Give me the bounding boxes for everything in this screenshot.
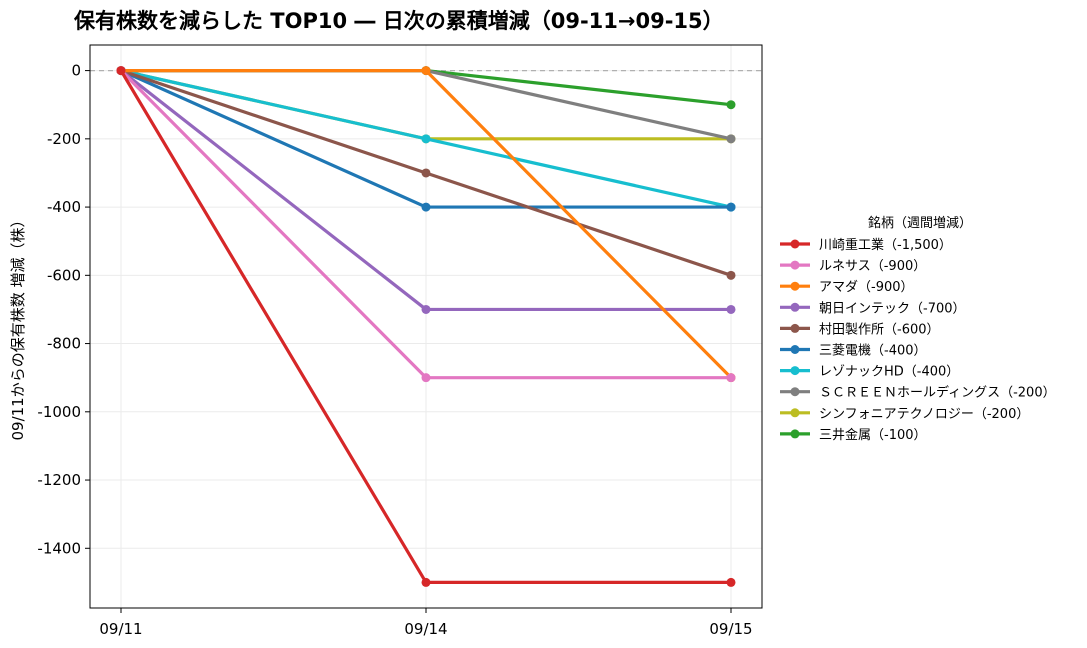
y-tick-label: -200 bbox=[47, 130, 81, 148]
legend-item: 朝日インテック（-700） bbox=[780, 301, 966, 316]
grid bbox=[90, 45, 762, 608]
series-layer bbox=[116, 66, 736, 587]
axis-ticks: 0 -200 -400 -600 -800 -1000 -1200 -1400 09/11 09/… bbox=[37, 62, 752, 638]
legend-item: ＳＣＲＥＥＮホールディングス（-200） bbox=[780, 385, 1056, 401]
legend-item: 川崎重工業（-1,500） bbox=[780, 237, 952, 253]
legend-swatch-marker bbox=[790, 408, 800, 418]
data-point bbox=[421, 373, 431, 383]
y-tick-label: -1400 bbox=[37, 539, 81, 557]
legend-swatch-marker bbox=[790, 239, 800, 249]
legend-label: ルネサス（-900） bbox=[819, 259, 926, 274]
legend-label: 朝日インテック（-700） bbox=[819, 301, 966, 316]
y-tick-label: 0 bbox=[71, 62, 81, 80]
x-tick-label: 09/11 bbox=[99, 620, 142, 638]
legend-item: ルネサス（-900） bbox=[780, 259, 926, 274]
legend-label: シンフォニアテクノロジー（-200） bbox=[819, 407, 1029, 422]
data-point bbox=[421, 134, 431, 144]
legend-item: アマダ（-900） bbox=[780, 280, 914, 295]
y-tick-label: -1000 bbox=[37, 403, 81, 421]
data-point bbox=[421, 577, 431, 587]
legend-swatch-marker bbox=[790, 323, 800, 333]
data-point bbox=[726, 373, 736, 383]
data-point bbox=[421, 304, 431, 314]
legend-item: 三菱電機（-400） bbox=[780, 344, 927, 359]
legend-label: 村田製作所（-600） bbox=[819, 322, 940, 337]
data-point bbox=[421, 202, 431, 212]
y-tick-label: -400 bbox=[47, 198, 81, 216]
data-point bbox=[726, 134, 736, 144]
legend-swatch-marker bbox=[790, 366, 800, 376]
data-point bbox=[726, 304, 736, 314]
data-point bbox=[421, 168, 431, 178]
legend: 銘柄（週間増減） 川崎重工業（-1,500） ルネサス（-900） アマダ（-900… bbox=[780, 215, 1056, 443]
y-tick-label: -1200 bbox=[37, 471, 81, 489]
legend-swatch-marker bbox=[790, 260, 800, 270]
x-tick-label: 09/14 bbox=[404, 620, 447, 638]
data-point bbox=[726, 202, 736, 212]
legend-label: レゾナックHD（-400） bbox=[819, 365, 959, 380]
legend-swatch-marker bbox=[790, 302, 800, 312]
legend-item: 三井金属（-100） bbox=[780, 427, 927, 443]
legend-item: レゾナックHD（-400） bbox=[780, 365, 959, 380]
data-point bbox=[421, 66, 431, 76]
legend-label: 三菱電機（-400） bbox=[819, 344, 927, 359]
chart-title: 保有株数を減らした TOP10 ― 日次の累積増減（09-11→09-15） bbox=[73, 9, 724, 33]
legend-label: アマダ（-900） bbox=[819, 280, 914, 295]
y-axis-label: 09/11からの保有株数 増減（株） bbox=[9, 213, 27, 441]
data-point bbox=[726, 577, 736, 587]
data-point bbox=[116, 66, 126, 76]
data-point bbox=[726, 270, 736, 280]
x-tick-label: 09/15 bbox=[709, 620, 752, 638]
legend-label: 三井金属（-100） bbox=[819, 427, 927, 443]
y-tick-label: -600 bbox=[47, 266, 81, 284]
legend-label: ＳＣＲＥＥＮホールディングス（-200） bbox=[819, 385, 1056, 401]
legend-swatch-marker bbox=[790, 345, 800, 354]
data-point bbox=[726, 100, 736, 110]
legend-swatch-marker bbox=[790, 281, 800, 291]
series-1 bbox=[116, 66, 736, 587]
legend-label: 川崎重工業（-1,500） bbox=[819, 237, 952, 253]
legend-item: 村田製作所（-600） bbox=[780, 322, 940, 337]
legend-title: 銘柄（週間増減） bbox=[868, 215, 972, 231]
y-tick-label: -800 bbox=[47, 335, 81, 353]
legend-swatch-marker bbox=[790, 429, 800, 439]
legend-item: シンフォニアテクノロジー（-200） bbox=[780, 407, 1029, 422]
legend-swatch-marker bbox=[790, 387, 800, 397]
